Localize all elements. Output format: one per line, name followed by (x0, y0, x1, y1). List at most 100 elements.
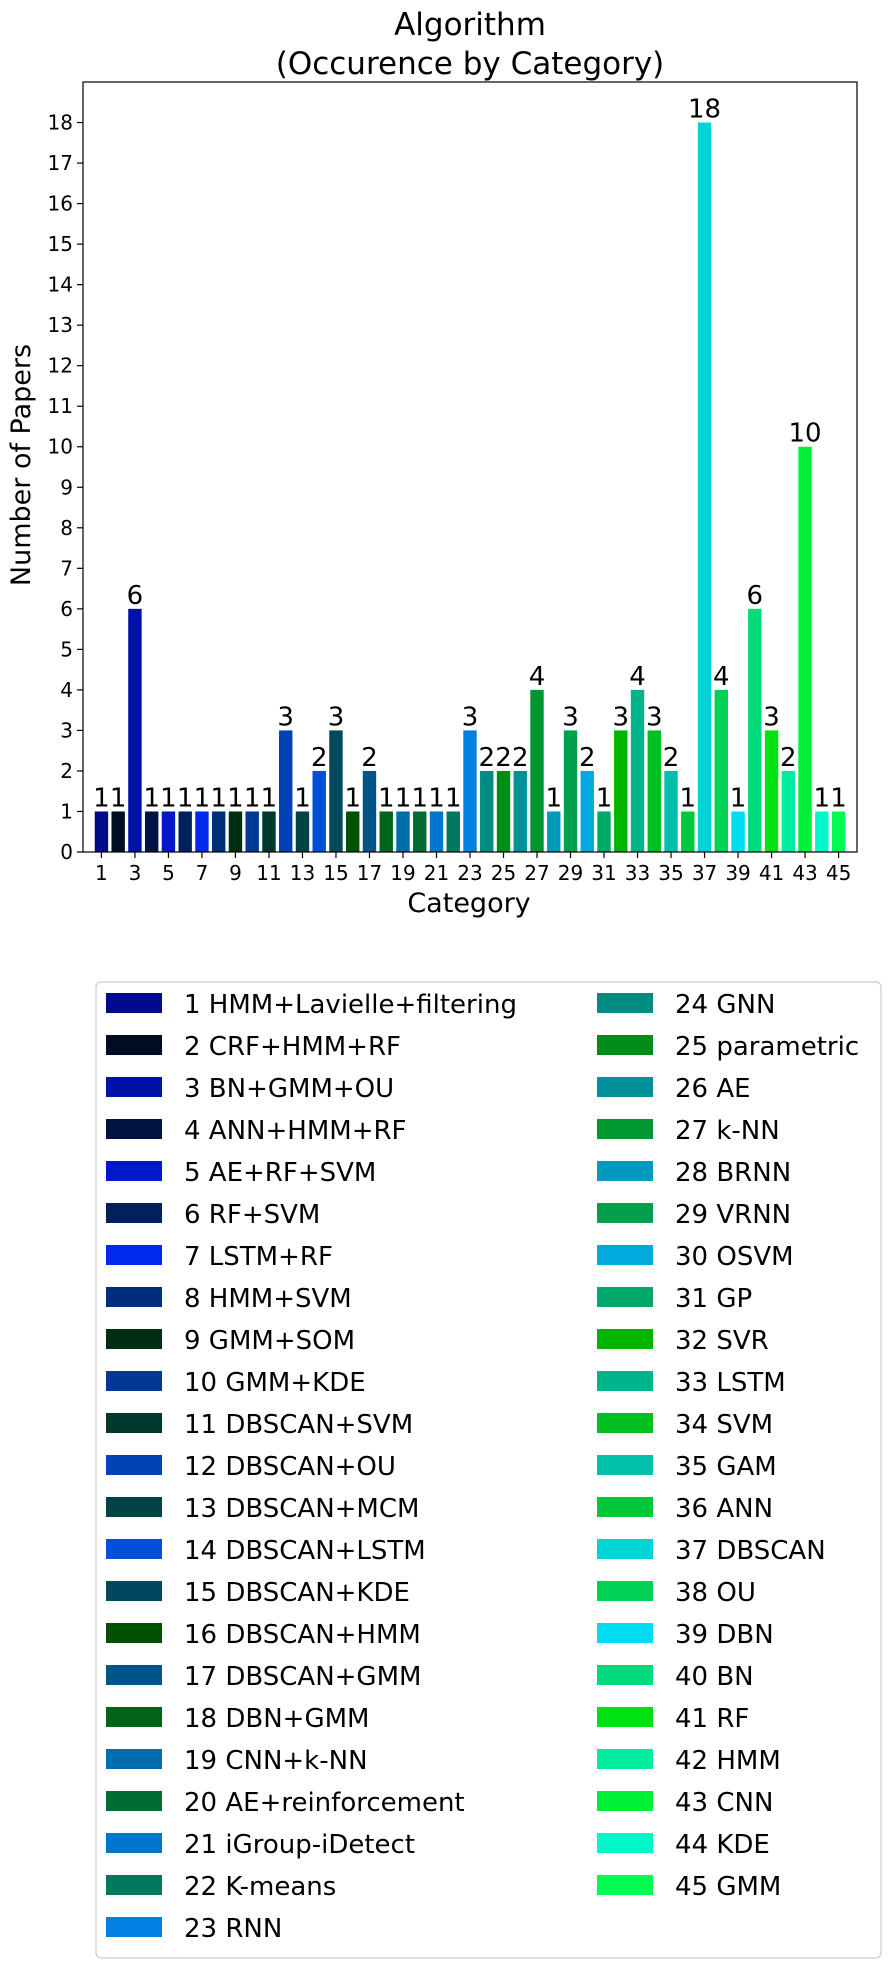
legend-swatch-29 (597, 1203, 653, 1223)
data-label-15: 3 (328, 702, 345, 732)
bar-23 (463, 730, 477, 852)
x-tick-label-21: 21 (424, 861, 449, 885)
legend-frame (95, 981, 882, 1959)
y-tick-label-17: 17 (48, 151, 73, 175)
data-label-31: 1 (596, 783, 613, 813)
data-label-5: 1 (160, 783, 177, 813)
x-tick-label-37: 37 (692, 861, 717, 885)
data-label-37: 18 (688, 95, 721, 125)
data-label-1: 1 (93, 783, 110, 813)
data-label-14: 2 (311, 743, 328, 773)
x-tick-label-9: 9 (229, 861, 242, 885)
legend-swatch-16 (106, 1623, 162, 1643)
data-label-40: 6 (747, 581, 764, 611)
legend-swatch-33 (597, 1371, 653, 1391)
legend-label-44: 44 KDE (675, 1830, 770, 1860)
y-tick-label-9: 9 (60, 475, 73, 499)
bar-18 (379, 811, 393, 852)
bar-38 (714, 689, 728, 852)
legend-label-27: 27 k-NN (675, 1116, 780, 1146)
legend-label-18: 18 DBN+GMM (184, 1704, 369, 1734)
bar-45 (831, 811, 846, 852)
data-label-39: 1 (730, 783, 747, 813)
y-tick-label-6: 6 (60, 597, 73, 621)
legend-swatch-39 (597, 1623, 653, 1643)
legend-label-45: 45 GMM (675, 1872, 781, 1902)
bar-22 (446, 811, 460, 852)
bar-44 (815, 811, 829, 852)
data-label-26: 2 (512, 743, 529, 773)
chart-subtitle: (Occurence by Category) (276, 46, 665, 82)
legend-swatch-43 (597, 1791, 653, 1811)
data-label-19: 1 (395, 783, 412, 813)
bar-26 (513, 770, 527, 852)
legend-label-30: 30 OSVM (675, 1242, 794, 1272)
legend-label-42: 42 HMM (675, 1746, 781, 1776)
legend-swatch-21 (106, 1833, 162, 1853)
chart-title: Algorithm (394, 7, 546, 43)
bar-14 (312, 770, 326, 852)
legend-label-8: 8 HMM+SVM (184, 1284, 352, 1314)
y-axis-label: Number of Papers (6, 344, 37, 586)
legend-label-33: 33 LSTM (675, 1368, 786, 1398)
legend-label-34: 34 SVM (675, 1410, 773, 1440)
bar-8 (212, 811, 226, 852)
x-tick-label-41: 41 (759, 861, 784, 885)
legend-swatch-37 (597, 1539, 653, 1559)
y-tick-label-8: 8 (60, 516, 73, 540)
legend-swatch-36 (597, 1497, 653, 1517)
x-tick-label-29: 29 (558, 861, 583, 885)
legend-label-7: 7 LSTM+RF (184, 1242, 333, 1272)
legend-swatch-4 (106, 1119, 162, 1139)
legend-swatch-8 (106, 1287, 162, 1307)
legend-label-24: 24 GNN (675, 990, 775, 1020)
data-label-32: 3 (613, 702, 630, 732)
x-axis-label: Category (407, 888, 530, 919)
legend-label-2: 2 CRF+HMM+RF (184, 1032, 401, 1062)
legend-swatch-18 (106, 1707, 162, 1727)
legend-label-17: 17 DBSCAN+GMM (184, 1662, 421, 1692)
bars-layer (94, 122, 846, 852)
bar-10 (245, 811, 259, 852)
bar-7 (195, 811, 209, 852)
legend-swatch-3 (106, 1077, 162, 1097)
legend-swatch-41 (597, 1707, 653, 1727)
data-label-22: 1 (445, 783, 462, 813)
x-tick-label-15: 15 (323, 861, 348, 885)
y-tick-label-1: 1 (60, 799, 73, 823)
y-tick-label-16: 16 (48, 192, 73, 216)
data-label-4: 1 (143, 783, 160, 813)
legend-label-40: 40 BN (675, 1662, 754, 1692)
x-tick-label-31: 31 (591, 861, 616, 885)
data-label-45: 1 (830, 783, 847, 813)
y-tick-label-18: 18 (48, 111, 73, 135)
x-tick-label-45: 45 (826, 861, 851, 885)
legend-swatch-11 (106, 1413, 162, 1433)
legend-label-32: 32 SVR (675, 1326, 769, 1356)
legend-swatch-22 (106, 1875, 162, 1895)
bar-30 (580, 770, 594, 852)
legend-swatch-27 (597, 1119, 653, 1139)
bar-4 (144, 811, 159, 852)
legend-label-12: 12 DBSCAN+OU (184, 1452, 396, 1482)
legend-swatch-13 (106, 1497, 162, 1517)
data-label-23: 3 (462, 702, 479, 732)
x-tick-label-39: 39 (725, 861, 750, 885)
legend-label-35: 35 GAM (675, 1452, 777, 1482)
bar-28 (547, 811, 561, 852)
bar-43 (798, 446, 812, 852)
data-label-25: 2 (495, 743, 512, 773)
bar-41 (764, 730, 779, 852)
bar-25 (496, 770, 511, 852)
data-label-35: 2 (663, 743, 680, 773)
data-label-41: 3 (763, 702, 780, 732)
x-tick-label-11: 11 (256, 861, 281, 885)
bar-17 (362, 770, 377, 852)
bar-32 (614, 730, 628, 852)
x-tick-label-33: 33 (625, 861, 650, 885)
legend-label-5: 5 AE+RF+SVM (184, 1158, 376, 1188)
legend-swatch-24 (597, 993, 653, 1013)
legend-swatch-45 (597, 1875, 653, 1895)
